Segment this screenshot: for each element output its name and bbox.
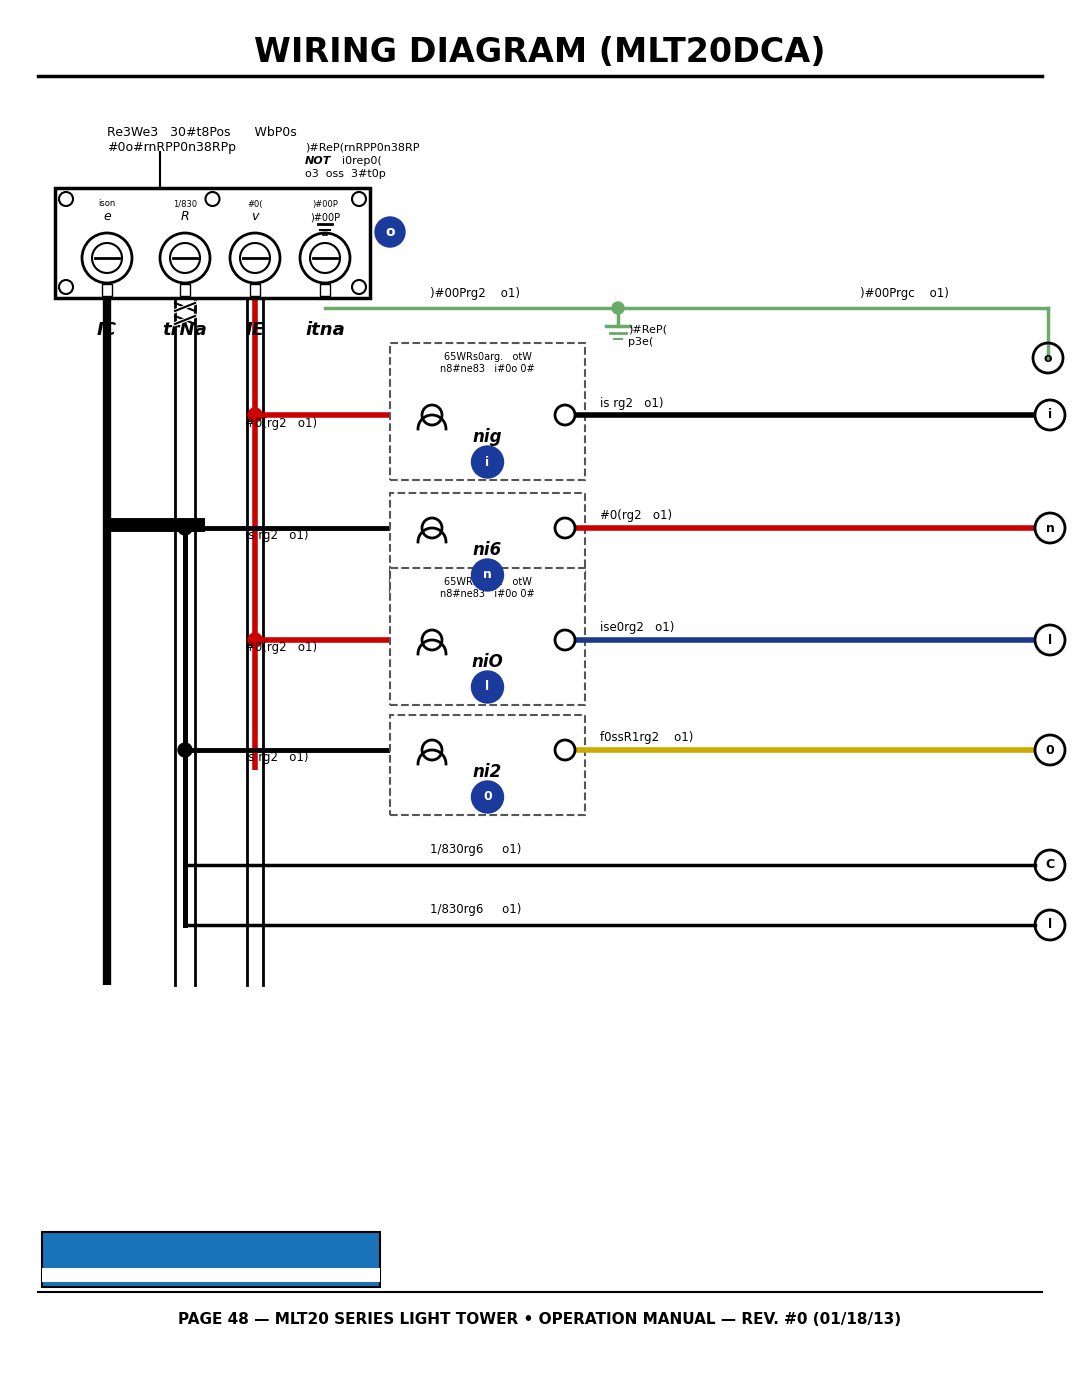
Text: o: o [386,225,395,239]
Text: n8#ne83   i#0o 0#: n8#ne83 i#0o 0# [441,590,535,599]
Circle shape [555,740,575,760]
Circle shape [248,408,262,422]
Text: #0(rg2   o1): #0(rg2 o1) [245,416,318,429]
Text: )#00P: )#00P [312,200,338,208]
Text: i: i [1048,408,1052,422]
Text: #0(: #0( [247,200,262,208]
Text: PAGE 48 — MLT20 SERIES LIGHT TOWER • OPERATION MANUAL — REV. #0 (01/18/13): PAGE 48 — MLT20 SERIES LIGHT TOWER • OPE… [178,1313,902,1327]
Text: i: i [485,455,489,468]
Bar [102,284,112,296]
Circle shape [555,518,575,538]
Bar [320,284,330,296]
Text: itna: itna [306,321,345,339]
Text: is rg2   o1): is rg2 o1) [600,397,663,409]
Text: ni2: ni2 [473,763,502,781]
Circle shape [422,405,442,425]
Text: 1/830rg6     o1): 1/830rg6 o1) [430,844,522,856]
Text: p3e(: p3e( [627,337,653,346]
Text: R: R [180,211,189,224]
Text: o: o [1043,352,1052,365]
Bar [42,1268,380,1282]
Text: nig: nig [473,427,502,446]
FancyBboxPatch shape [390,344,585,481]
Text: o3  oss  3#t0p: o3 oss 3#t0p [305,169,386,179]
Text: #0(rg2   o1): #0(rg2 o1) [600,510,672,522]
Text: ison: ison [98,200,116,208]
Text: NOT: NOT [305,156,332,166]
Circle shape [422,518,442,538]
Circle shape [472,446,503,478]
Text: l: l [485,680,489,693]
Circle shape [472,781,503,813]
FancyBboxPatch shape [390,493,585,592]
Text: WIRING DIAGRAM (MLT20DCA): WIRING DIAGRAM (MLT20DCA) [254,35,826,68]
Text: )#00Prgc    o1): )#00Prgc o1) [860,288,949,300]
Text: #0(rg2   o1): #0(rg2 o1) [245,641,318,655]
Text: 1/830: 1/830 [173,200,197,208]
Text: l: l [1048,918,1052,932]
Text: IE: IE [245,321,265,339]
Circle shape [375,217,405,247]
Bar [249,284,260,296]
Text: 65WRs0arg.   otW: 65WRs0arg. otW [444,577,531,587]
Text: v: v [252,211,259,224]
Text: 0: 0 [1045,743,1054,757]
Text: )#00P: )#00P [310,212,340,222]
Circle shape [422,630,442,650]
Text: ni6: ni6 [473,541,502,559]
Text: 65WRs0arg.   otW: 65WRs0arg. otW [444,352,531,362]
Circle shape [422,740,442,760]
Text: is rg2   o1): is rg2 o1) [245,752,309,764]
Text: i0rep0(: i0rep0( [335,156,381,166]
Text: niO: niO [472,652,503,671]
Circle shape [472,671,503,703]
Circle shape [612,302,624,314]
Circle shape [178,743,192,757]
Circle shape [555,405,575,425]
Bar [55,189,370,298]
Text: 1/830rg6     o1): 1/830rg6 o1) [430,904,522,916]
Circle shape [555,630,575,650]
Text: e: e [103,211,111,224]
Text: f0ssR1rg2    o1): f0ssR1rg2 o1) [600,732,693,745]
Text: l: l [1048,633,1052,647]
Text: ise0rg2   o1): ise0rg2 o1) [600,622,674,634]
Circle shape [472,559,503,591]
Circle shape [178,521,192,535]
Text: n: n [483,569,491,581]
Text: )#00Prg2    o1): )#00Prg2 o1) [430,288,519,300]
Text: #0o#rnRPP0n38RPp: #0o#rnRPP0n38RPp [107,141,237,154]
Text: Re3We3   30#t8Pos      WbP0s: Re3We3 30#t8Pos WbP0s [107,127,297,140]
Text: 0: 0 [483,791,491,803]
Text: C: C [1045,859,1054,872]
Circle shape [248,633,262,647]
Text: )#ReP(rnRPP0n38RP: )#ReP(rnRPP0n38RP [305,142,419,152]
Text: is rg2   o1): is rg2 o1) [245,529,309,542]
Text: IC: IC [97,321,117,339]
Text: )#ReP(: )#ReP( [627,326,667,335]
Text: n: n [1045,521,1054,535]
Text: trNa: trNa [163,321,207,339]
FancyBboxPatch shape [390,715,585,814]
FancyBboxPatch shape [390,569,585,705]
Text: n8#ne83   i#0o 0#: n8#ne83 i#0o 0# [441,365,535,374]
Bar [42,1232,380,1287]
Bar [180,284,190,296]
